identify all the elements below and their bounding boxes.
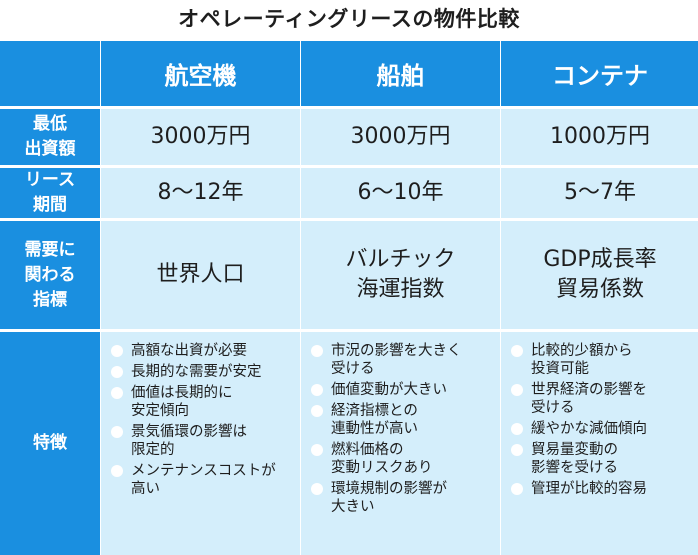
feature-text: 緩やかな減価傾向 [531, 421, 647, 437]
features-aircraft: 高額な出資が必要 長期的な需要が安定 価値は長期的に 安定傾向 景気循環の影響は… [101, 332, 300, 555]
column-header-ship: 船舶 [301, 41, 500, 106]
page-title: オペレーティングリースの物件比較 [178, 7, 520, 31]
list-item: メンテナンスコストが 高い [109, 462, 276, 498]
list-item: 緩やかな減価傾向 [509, 420, 647, 438]
list-item: 高額な出資が必要 [109, 342, 276, 360]
bullet-icon [511, 483, 523, 495]
min-investment-aircraft: 3000万円 [101, 109, 300, 165]
features-ship: 市況の影響を大きく 受ける 価値変動が大きい 経済指標との 連動性が高い 燃料価… [301, 332, 500, 555]
table-corner [0, 41, 100, 106]
demand-indicator-aircraft: 世界人口 [101, 221, 300, 329]
feature-text: 環境規制の影響が 大きい [331, 481, 447, 515]
feature-text: 経済指標との 連動性が高い [331, 403, 418, 437]
bullet-icon [511, 444, 523, 456]
feature-text: 価値変動が大きい [331, 382, 447, 398]
list-item: 管理が比較的容易 [509, 480, 647, 498]
list-item: 景気循環の影響は 限定的 [109, 423, 276, 459]
feature-text: 管理が比較的容易 [531, 481, 647, 497]
list-item: 燃料価格の 変動リスクあり [309, 441, 462, 477]
list-item: 価値変動が大きい [309, 381, 462, 399]
list-item: 経済指標との 連動性が高い [309, 402, 462, 438]
list-item: 比較的少額から 投資可能 [509, 342, 647, 378]
bullet-icon [511, 423, 523, 435]
min-investment-container: 1000万円 [501, 109, 698, 165]
column-header-aircraft: 航空機 [101, 41, 300, 106]
bullet-icon [111, 366, 123, 378]
bullet-icon [111, 387, 123, 399]
feature-text: 高額な出資が必要 [131, 343, 247, 359]
feature-text: 貿易量変動の 影響を受ける [531, 442, 618, 476]
demand-indicator-container: GDP成長率 貿易係数 [501, 221, 698, 329]
row-label-min-investment: 最低 出資額 [0, 109, 100, 165]
lease-period-container: 5～7年 [501, 168, 698, 218]
list-item: 環境規制の影響が 大きい [309, 480, 462, 516]
row-label-demand-indicator: 需要に 関わる 指標 [0, 221, 100, 329]
bullet-icon [311, 345, 323, 357]
features-container: 比較的少額から 投資可能 世界経済の影響を 受ける 緩やかな減価傾向 貿易量変動… [501, 332, 698, 555]
feature-text: 価値は長期的に 安定傾向 [131, 385, 233, 419]
lease-period-aircraft: 8～12年 [101, 168, 300, 218]
feature-text: 長期的な需要が安定 [131, 364, 262, 380]
comparison-table: 航空機 船舶 コンテナ 最低 出資額 3000万円 3000万円 1000万円 … [0, 41, 698, 555]
feature-text: メンテナンスコストが 高い [131, 463, 276, 497]
feature-text: 景気循環の影響は 限定的 [131, 424, 247, 458]
column-header-container: コンテナ [501, 41, 698, 106]
list-item: 価値は長期的に 安定傾向 [109, 384, 276, 420]
row-label-features: 特徴 [0, 332, 100, 555]
bullet-icon [111, 465, 123, 477]
bullet-icon [311, 384, 323, 396]
bullet-icon [111, 345, 123, 357]
list-item: 長期的な需要が安定 [109, 363, 276, 381]
bullet-icon [511, 345, 523, 357]
bullet-icon [311, 405, 323, 417]
bullet-icon [311, 444, 323, 456]
demand-indicator-ship: バルチック 海運指数 [301, 221, 500, 329]
row-label-lease-period: リース 期間 [0, 168, 100, 218]
feature-text: 市況の影響を大きく 受ける [331, 343, 462, 377]
list-item: 世界経済の影響を 受ける [509, 381, 647, 417]
feature-text: 燃料価格の 変動リスクあり [331, 442, 433, 476]
feature-text: 比較的少額から 投資可能 [531, 343, 633, 377]
bullet-icon [311, 483, 323, 495]
feature-text: 世界経済の影響を 受ける [531, 382, 647, 416]
bullet-icon [511, 384, 523, 396]
lease-period-ship: 6～10年 [301, 168, 500, 218]
bullet-icon [111, 426, 123, 438]
list-item: 市況の影響を大きく 受ける [309, 342, 462, 378]
min-investment-ship: 3000万円 [301, 109, 500, 165]
list-item: 貿易量変動の 影響を受ける [509, 441, 647, 477]
